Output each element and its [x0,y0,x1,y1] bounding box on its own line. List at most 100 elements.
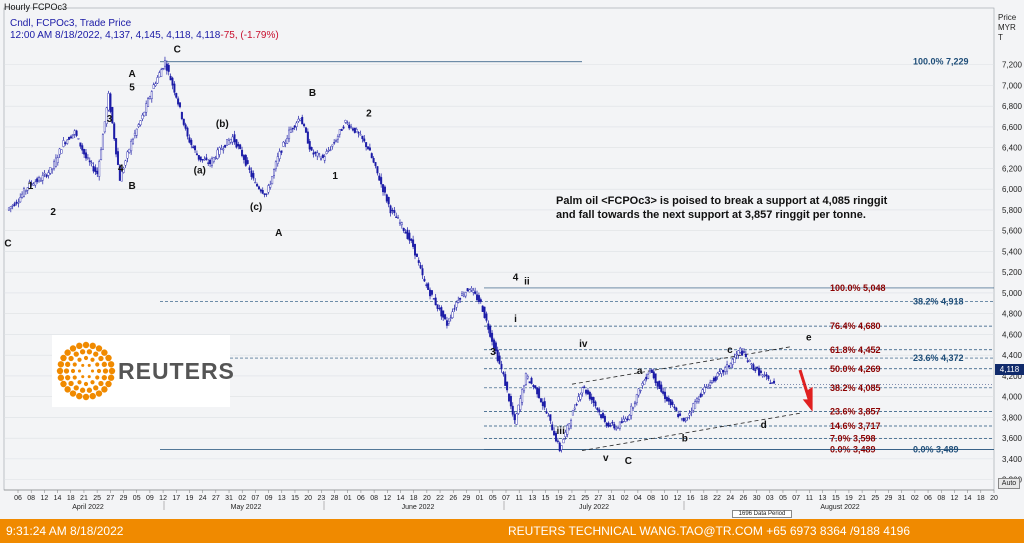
candle-body [26,187,29,191]
candle-body [365,142,368,148]
candle-body [773,380,776,384]
candle-body [267,185,270,193]
logo-dot [70,368,76,374]
candle-body [38,177,41,182]
x-tick-label: 17 [172,495,180,502]
fib-label-blue: 23.6% 4,372 [913,353,964,363]
fib-label-blue: 0.0% 3,489 [913,445,959,455]
candle-body [51,168,54,170]
y-tick-label: 7,000 [1002,81,1023,90]
candle-body [220,148,223,150]
candle-body [297,118,300,122]
candle-body [556,440,559,442]
candle-body [252,173,255,179]
x-tick-label: 13 [819,495,827,502]
x-tick-label: 14 [397,495,405,502]
candle-body [162,67,165,70]
candle-body [442,310,445,318]
candle-body [720,369,723,374]
candle-body [36,178,39,182]
candle-body [690,411,693,413]
candle-body [496,349,499,361]
candle-body [543,401,546,408]
candle-body [293,125,296,128]
candle-body [224,144,227,148]
wave-label: B [128,181,135,192]
x-month-label: July 2022 [579,504,609,511]
candle-body [581,387,584,394]
candle-body [509,396,512,407]
logo-dot [107,374,115,381]
candle-body [348,124,351,129]
candle-body [607,422,610,427]
candle-body [21,193,24,198]
candle-body [571,410,574,416]
candle-body [462,294,465,297]
candle-body [521,389,524,403]
logo-dot [76,342,83,350]
candle-body [573,407,576,410]
candle-body [524,373,527,386]
logo-dot [95,375,100,380]
candle-body [340,129,343,131]
candle-body [128,148,131,153]
candle-body [188,137,191,143]
candle-body [688,412,691,416]
candle-body [214,157,217,160]
price-chart[interactable]: 3,2003,4003,6003,8004,0004,2004,4004,600… [0,0,1024,519]
wave-label: a [637,366,643,377]
forecast-arrow-shaft [798,369,812,403]
candle-body [177,98,180,105]
candle-body [205,157,208,160]
candle-body [408,232,411,241]
candle-body [56,157,59,163]
candle-body [378,175,381,181]
candle-body [235,139,238,148]
logo-dot [77,369,82,373]
x-tick-label: 31 [608,495,616,502]
candle-body [261,190,264,194]
candle-body [553,430,556,436]
candle-body [609,425,612,427]
fib-label-red: 14.6% 3,717 [830,421,881,431]
auto-scale-button[interactable]: Auto [998,478,1020,489]
candle-body [105,107,108,124]
candle-body [79,142,82,147]
x-tick-label: 21 [858,495,866,502]
candle-body [451,311,454,318]
x-tick-label: 02 [238,495,246,502]
candle-body [684,419,687,422]
fib-label-red: 100.0% 5,048 [830,283,886,293]
candle-body [190,139,193,145]
candle-body [554,432,557,442]
candle-body [71,134,74,136]
x-tick-label: 01 [344,495,352,502]
candle-body [538,388,541,399]
candle-body [77,138,80,140]
candle-body [103,121,106,133]
y-tick-label: 4,800 [1002,310,1023,319]
candle-body [594,401,597,407]
fib-label-blue: 100.0% 7,229 [913,57,969,67]
candle-body [726,364,729,372]
candle-body [383,186,386,193]
candle-body [222,148,225,151]
candle-body [282,141,285,147]
candle-body [639,389,642,392]
candle-body [192,146,195,148]
candle-body [468,289,471,293]
logo-dot [83,355,89,361]
candle-body [246,160,249,164]
logo-dot [60,354,67,362]
x-tick-label: 20 [423,495,431,502]
candle-body [637,388,640,396]
last-price-tag: 4,118 [995,364,1024,375]
wave-label: e [806,333,812,344]
candle-body [754,369,757,371]
candle-body [673,406,676,409]
candle-body [291,127,294,130]
wave-label: A [275,228,282,239]
logo-dot [93,351,99,357]
candle-body [752,364,755,371]
candle-body [237,144,240,147]
